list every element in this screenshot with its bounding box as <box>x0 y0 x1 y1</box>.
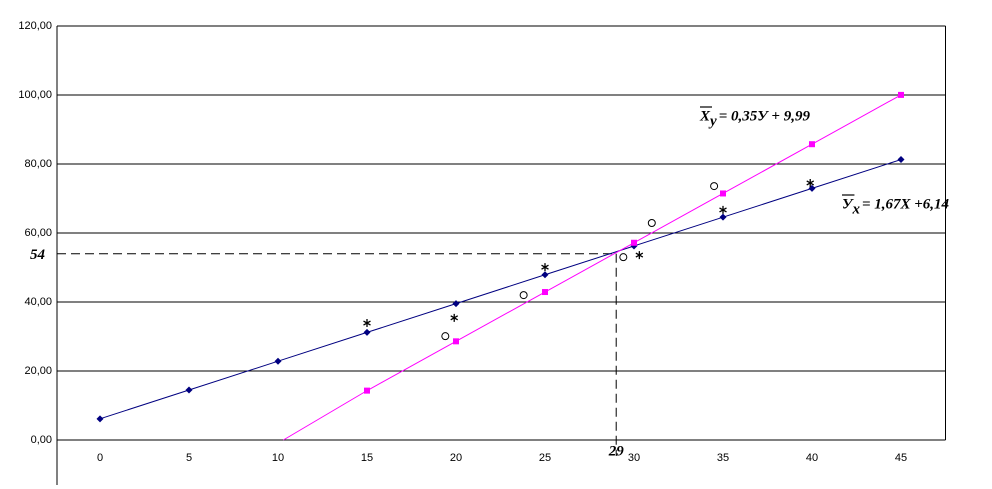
square-marker <box>809 141 815 148</box>
diamond-marker <box>897 156 905 164</box>
y-tick-label: 40,00 <box>24 296 52 308</box>
equation-subscript: x <box>851 201 860 217</box>
equation-subscript: y <box>708 113 717 129</box>
y-tick-label: 60,00 <box>24 227 52 239</box>
circle-marker <box>519 291 528 300</box>
y-tick-label: 120,00 <box>18 20 52 32</box>
diamond-marker <box>96 415 104 423</box>
circle-marker <box>441 332 450 341</box>
diamond-marker <box>274 357 282 365</box>
x-tick-label: 25 <box>539 452 551 464</box>
equation-text: = 1,67X +6,14 <box>862 196 950 212</box>
diamond-marker <box>185 386 193 394</box>
x-tick-label: 40 <box>806 452 818 464</box>
circle-marker <box>647 218 656 227</box>
x-tick-label: 10 <box>272 452 284 464</box>
diamond-marker <box>452 300 460 308</box>
x-tick-label: 20 <box>450 452 462 464</box>
equation-symbol: У <box>842 196 854 212</box>
diamond-marker <box>719 213 727 221</box>
y-tick-label: 80,00 <box>24 158 52 170</box>
series-line <box>283 94 902 441</box>
x-tick-label: 5 <box>186 452 192 464</box>
asterisk-marker <box>363 319 371 328</box>
asterisk-marker <box>806 178 815 187</box>
x-tick-label: 0 <box>97 452 103 464</box>
x-tick-label: 45 <box>895 452 907 464</box>
equation-symbol: X <box>699 108 711 124</box>
equation-text: = 0,35У + 9,99 <box>719 108 811 124</box>
square-marker <box>364 387 370 394</box>
x-tick-label: 30 <box>628 452 640 464</box>
square-marker <box>542 289 548 296</box>
x-tick-label: 15 <box>361 452 373 464</box>
asterisk-marker <box>719 205 727 214</box>
y-tick-label: 100,00 <box>18 89 52 101</box>
square-marker <box>453 338 459 345</box>
y-tick-label: 20,00 <box>24 365 52 377</box>
square-marker <box>631 239 637 246</box>
reference-label-x: 29 <box>608 443 625 459</box>
diamond-marker <box>363 328 371 336</box>
asterisk-marker <box>635 251 644 260</box>
diamond-marker <box>541 271 549 279</box>
series-line <box>99 159 902 420</box>
circle-marker <box>710 182 719 191</box>
asterisk-marker <box>450 313 459 322</box>
reference-label-y: 54 <box>30 247 46 263</box>
square-marker <box>898 91 904 98</box>
asterisk-marker <box>541 263 549 272</box>
square-marker <box>720 190 726 197</box>
diamond-marker <box>808 184 816 192</box>
circle-marker <box>619 253 628 262</box>
y-tick-label: 0,00 <box>31 434 52 446</box>
x-tick-label: 35 <box>717 452 729 464</box>
